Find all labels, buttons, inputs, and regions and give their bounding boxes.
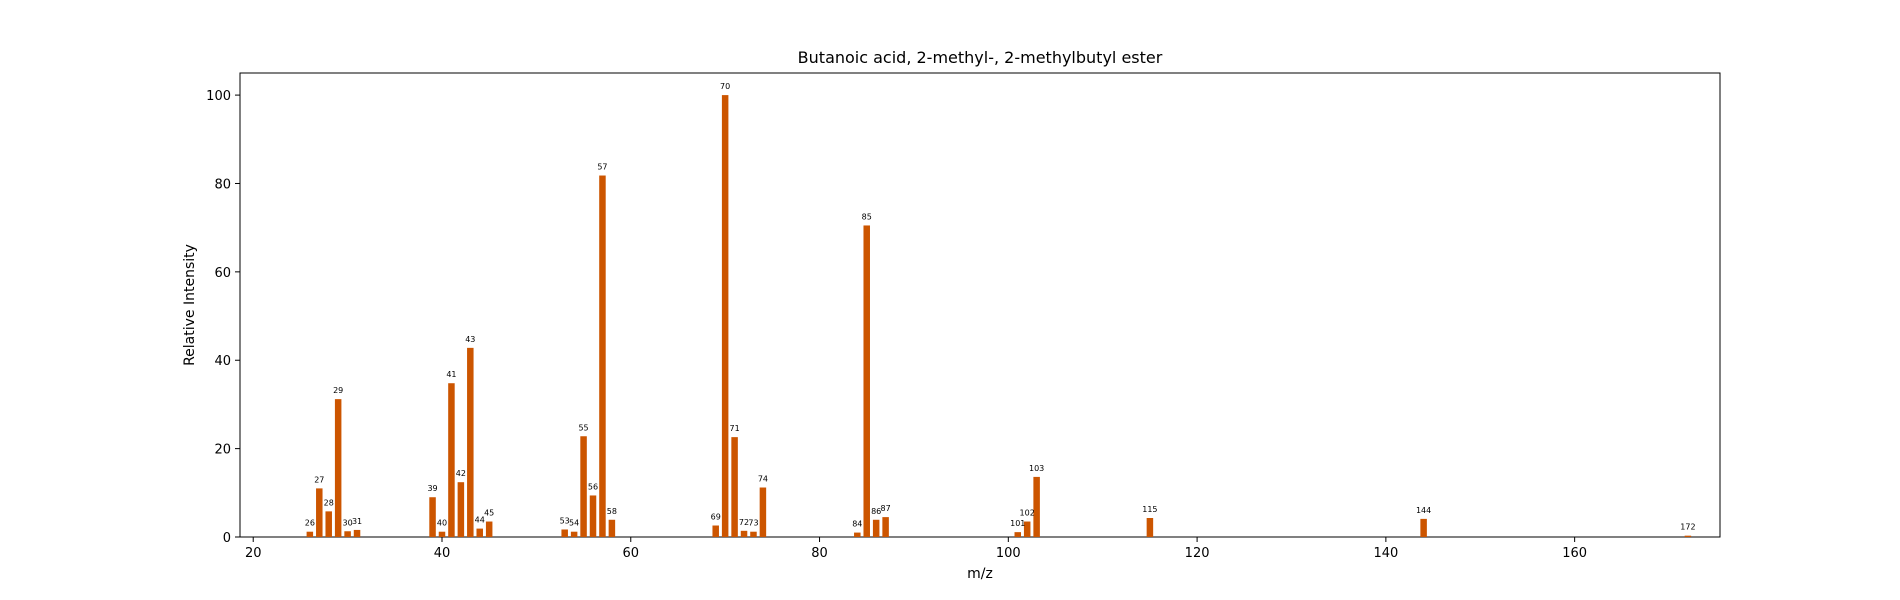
x-axis: 20 40 60 80 100 120 140 160 [245, 537, 1587, 561]
peak-label-115: 115 [1142, 505, 1157, 514]
peak-label-86: 86 [871, 507, 881, 516]
bar-mz-27 [316, 488, 323, 537]
bar-mz-40 [438, 531, 446, 537]
x-tick-label-140: 140 [1373, 546, 1398, 561]
peak-label-69: 69 [711, 513, 721, 522]
bar-mz-103 [1033, 476, 1040, 537]
peak-label-87: 87 [881, 504, 891, 513]
bar-mz-45 [485, 521, 493, 537]
bar-mz-29 [334, 399, 342, 537]
peak-label-55: 55 [578, 423, 588, 432]
bar-mz-44 [476, 528, 483, 537]
bar-mz-69 [712, 525, 719, 537]
bar-mz-101 [1014, 532, 1022, 537]
bar-mz-87 [882, 517, 889, 537]
peak-label-27: 27 [314, 475, 324, 484]
bar-mz-43 [467, 347, 474, 537]
bars-group [306, 95, 1692, 537]
bar-mz-39 [429, 497, 436, 537]
y-axis: 0 20 40 60 80 100 [206, 89, 240, 546]
peak-label-54: 54 [569, 519, 579, 528]
peak-label-58: 58 [607, 507, 617, 516]
x-axis-label: m/z [967, 566, 993, 582]
bar-mz-102 [1023, 521, 1031, 537]
peak-label-40: 40 [437, 519, 447, 528]
peak-label-41: 41 [446, 370, 456, 379]
peak-label-31: 31 [352, 517, 362, 526]
bar-mz-58 [608, 519, 616, 537]
bar-mz-53 [561, 529, 568, 537]
bar-mz-144 [1420, 518, 1427, 537]
bar-mz-30 [344, 531, 351, 537]
bar-mz-71 [731, 437, 738, 537]
x-tick-label-100: 100 [996, 546, 1021, 561]
bar-mz-72 [740, 530, 748, 537]
peak-label-70: 70 [720, 82, 730, 91]
bar-mz-42 [457, 482, 465, 537]
bar-mz-54 [570, 531, 578, 537]
peak-label-85: 85 [862, 212, 872, 221]
peak-label-101: 101 [1010, 519, 1025, 528]
x-tick-label-80: 80 [811, 546, 828, 561]
peak-label-72: 72 [739, 518, 749, 527]
y-tick-label-60: 60 [214, 266, 231, 281]
x-tick-label-120: 120 [1185, 546, 1210, 561]
bar-mz-115 [1146, 518, 1154, 537]
peak-label-39: 39 [427, 484, 437, 493]
peak-label-84: 84 [852, 520, 862, 529]
peak-label-29: 29 [333, 386, 343, 395]
peak-label-53: 53 [560, 516, 570, 525]
peak-label-102: 102 [1020, 509, 1035, 518]
peak-label-45: 45 [484, 509, 494, 518]
bar-mz-70 [721, 95, 729, 537]
y-tick-label-40: 40 [214, 354, 231, 369]
x-tick-label-60: 60 [622, 546, 639, 561]
y-tick-label-0: 0 [223, 531, 231, 546]
bar-mz-28 [325, 511, 332, 537]
bar-mz-41 [448, 383, 455, 537]
bar-mz-85 [863, 225, 870, 537]
peak-label-26: 26 [305, 519, 315, 528]
plot-frame [239, 72, 1721, 538]
peak-label-30: 30 [343, 518, 353, 527]
peak-label-74: 74 [758, 475, 768, 484]
peak-label-71: 71 [729, 424, 739, 433]
peak-label-73: 73 [748, 519, 758, 528]
bar-mz-74 [759, 487, 767, 537]
x-tick-label-40: 40 [434, 546, 451, 561]
bar-mz-31 [353, 529, 361, 537]
y-tick-label-20: 20 [214, 443, 231, 458]
bar-mz-55 [580, 436, 587, 537]
bar-mz-56 [589, 495, 597, 537]
peak-label-56: 56 [588, 482, 598, 491]
y-tick-label-100: 100 [206, 89, 231, 104]
chart-title: Butanoic acid, 2-methyl-, 2-methylbutyl … [798, 48, 1163, 67]
peak-label-44: 44 [475, 516, 485, 525]
y-axis-label: Relative Intensity [182, 244, 198, 366]
x-tick-label-20: 20 [245, 546, 262, 561]
bar-mz-86 [872, 519, 880, 537]
peak-label-43: 43 [465, 335, 475, 344]
y-tick-label-80: 80 [214, 177, 231, 192]
peak-label-103: 103 [1029, 464, 1044, 473]
peak-label-172: 172 [1680, 523, 1695, 532]
peak-label-144: 144 [1416, 506, 1431, 515]
bar-mz-57 [599, 175, 606, 537]
bar-mz-26 [306, 531, 314, 537]
bar-mz-73 [750, 531, 757, 537]
peak-label-42: 42 [456, 469, 466, 478]
bar-mz-84 [854, 532, 861, 537]
bar-mz-172 [1684, 535, 1692, 537]
peak-label-57: 57 [597, 163, 607, 172]
x-tick-label-160: 160 [1562, 546, 1587, 561]
peak-label-28: 28 [324, 498, 334, 507]
